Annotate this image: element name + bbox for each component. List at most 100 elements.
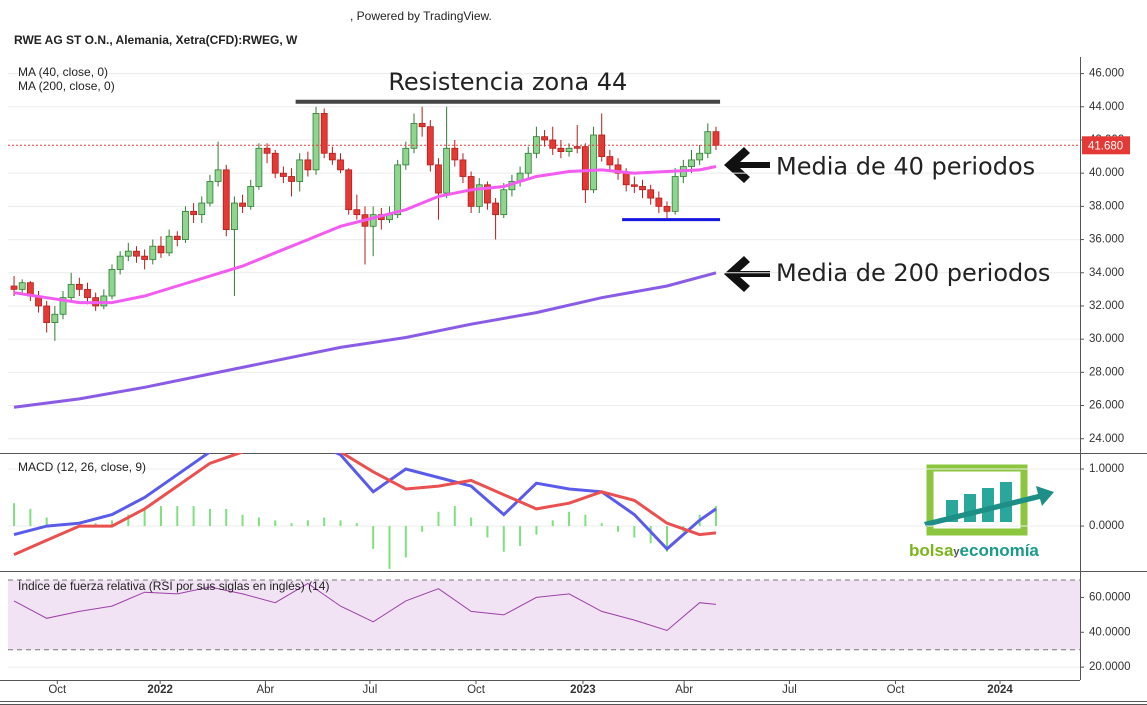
histogram-bar — [437, 511, 440, 527]
y-tick-label: 36.000 — [1089, 234, 1124, 246]
y-tick-label: 40.000 — [1089, 167, 1124, 179]
histogram-bar — [372, 526, 375, 549]
candle-body — [712, 131, 720, 146]
histogram-bar — [470, 517, 473, 527]
series-line — [13, 453, 717, 551]
candle-body — [214, 169, 222, 182]
candle-body — [116, 255, 124, 270]
histogram-bar — [45, 517, 48, 527]
arrow-ma40 — [724, 147, 770, 183]
histogram-bar — [274, 520, 277, 527]
candle-body — [369, 214, 377, 227]
panel-title: MACD (12, 26, close, 9) — [18, 460, 146, 474]
symbol-title: RWE AG ST O.N., Alemania, Xetra(CFD):RWE… — [14, 33, 298, 47]
logo-text: bolsayeconomía — [909, 541, 1039, 560]
histogram-bar — [600, 523, 603, 527]
histogram-bar — [404, 526, 407, 558]
histogram-bar — [568, 511, 571, 527]
y-tick-label: 1.0000 — [1089, 463, 1124, 475]
candle-body — [484, 184, 491, 204]
candle-body — [10, 285, 18, 290]
legend-entry: MA (40, close, 0) — [18, 65, 108, 79]
histogram-bar — [110, 520, 113, 527]
candle-body — [581, 146, 589, 191]
logo-part: bolsa — [909, 541, 954, 560]
candle-body — [394, 164, 402, 216]
histogram-bar — [306, 520, 309, 527]
candle-body — [663, 205, 671, 212]
x-tick-label: Abr — [256, 684, 274, 696]
x-tick-label: 2022 — [147, 684, 173, 696]
candle-body — [222, 169, 230, 231]
candle-body — [320, 113, 328, 154]
histogram-bar — [617, 526, 620, 532]
histogram-bar — [257, 517, 260, 527]
histogram-bar — [388, 526, 391, 569]
logo-part: economía — [960, 541, 1040, 560]
y-tick-label: 44.000 — [1089, 101, 1124, 113]
x-tick-label: Oct — [887, 684, 906, 696]
last-price-box — [1082, 136, 1130, 155]
candle-body — [328, 152, 336, 161]
x-tick-label: Oct — [467, 684, 486, 696]
candle-body — [255, 147, 263, 187]
candle-body — [451, 147, 459, 161]
candle-body — [614, 164, 622, 174]
arrow-ma200 — [724, 256, 770, 292]
candle-body — [263, 147, 271, 154]
y-tick-label: 26.000 — [1089, 400, 1124, 412]
candle-body — [279, 172, 287, 177]
candle-body — [296, 159, 304, 182]
logo-part: y — [953, 546, 960, 558]
series-line — [13, 453, 717, 556]
candle-body — [133, 250, 140, 257]
histogram-bar — [13, 503, 16, 527]
histogram-bar — [584, 514, 587, 527]
candle-body — [75, 283, 83, 290]
legend-entry: MA (200, close, 0) — [18, 79, 115, 93]
candle-body — [639, 186, 646, 191]
candle-body — [18, 282, 26, 290]
candle-body — [622, 172, 630, 186]
candle-body — [557, 147, 565, 153]
x-tick-label: Jul — [363, 684, 378, 696]
histogram-bar — [192, 506, 195, 527]
candle-body — [304, 159, 312, 171]
histogram-bar — [355, 523, 358, 527]
annotation: Media de 200 periodos — [776, 259, 1050, 287]
histogram-bar — [486, 526, 489, 538]
candle-body — [410, 122, 418, 149]
candle-body — [435, 164, 442, 194]
y-tick-label: 38.000 — [1089, 200, 1124, 212]
candle-body — [418, 122, 426, 128]
candle-body — [353, 209, 361, 216]
y-tick-label: 24.000 — [1089, 433, 1124, 445]
y-tick-label: 0.0000 — [1089, 520, 1124, 532]
y-tick-label: 60.0000 — [1089, 591, 1131, 603]
candle-body — [443, 147, 451, 194]
candle-body — [59, 297, 67, 315]
candle-body — [124, 250, 132, 257]
candle-body — [590, 134, 597, 191]
candle-body — [206, 181, 214, 204]
resistance-label: Resistencia zona 44 — [388, 68, 627, 96]
histogram-bar — [143, 508, 146, 527]
candle-body — [655, 197, 663, 207]
candle-body — [492, 202, 499, 216]
candle-body — [704, 131, 712, 154]
candle-body — [312, 113, 320, 171]
series-line — [13, 582, 717, 632]
candle-body — [67, 283, 75, 299]
candle-body — [402, 147, 410, 166]
candle-body — [108, 269, 116, 297]
y-tick-label: 34.000 — [1089, 267, 1124, 279]
histogram-bar — [519, 526, 522, 547]
candle-body — [524, 152, 532, 174]
candle-body — [190, 210, 198, 216]
x-tick-label: Oct — [48, 684, 67, 696]
candle-body — [271, 152, 279, 174]
candle-body — [141, 255, 149, 260]
series-line — [13, 165, 717, 305]
histogram-bar — [159, 506, 162, 527]
candle-body — [573, 146, 581, 149]
